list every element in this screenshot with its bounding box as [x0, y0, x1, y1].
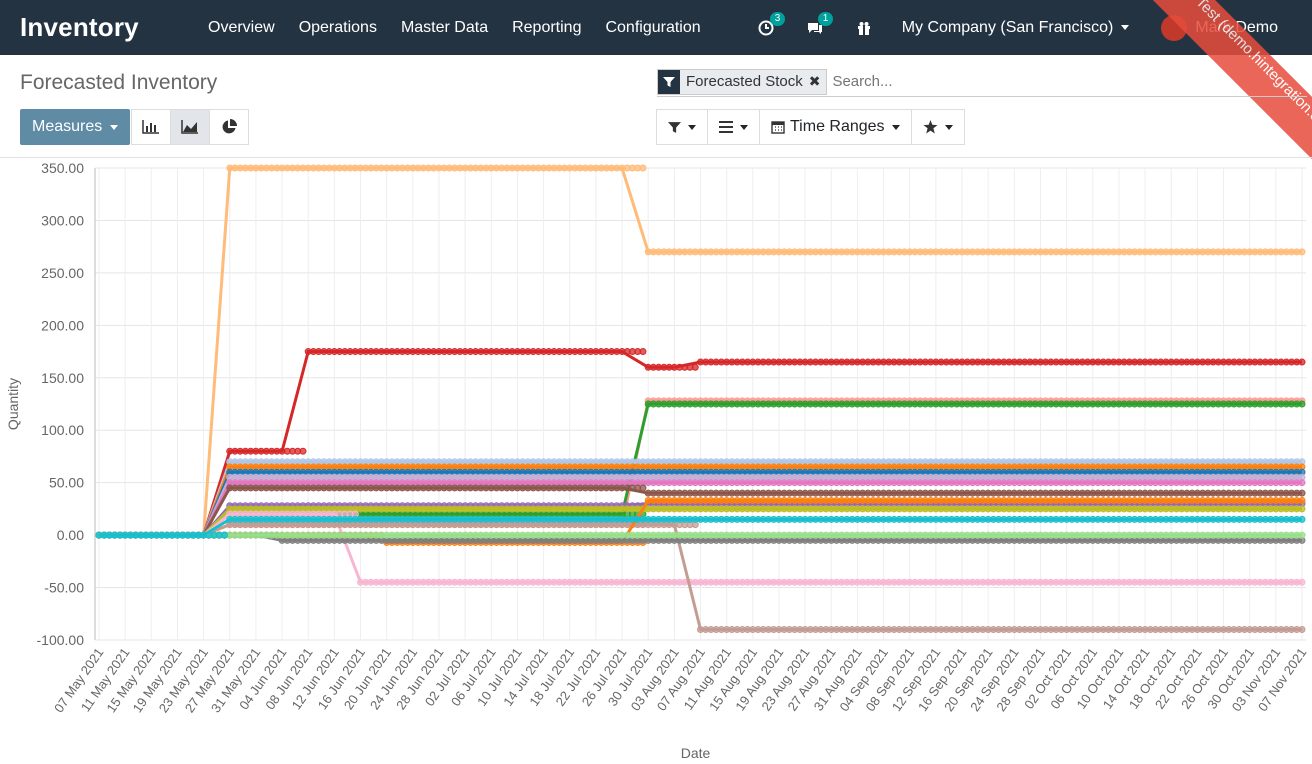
time-ranges-label: Time Ranges — [790, 118, 885, 135]
data-point — [1298, 626, 1306, 634]
area-chart-icon — [181, 120, 198, 134]
comments-icon — [807, 22, 822, 34]
y-tick-label: 0.00 — [57, 527, 84, 543]
search-bar: Forecasted Stock ✖ — [657, 67, 1307, 97]
data-point — [299, 447, 307, 455]
filters-button[interactable] — [656, 109, 708, 145]
data-point — [1298, 578, 1306, 586]
pie-chart-icon — [222, 119, 237, 134]
data-point — [1298, 505, 1306, 513]
y-tick-label: 50.00 — [49, 475, 84, 491]
gift-icon — [857, 21, 870, 35]
search-input[interactable] — [832, 73, 1133, 90]
y-tick-label: 250.00 — [41, 265, 84, 281]
chevron-down-icon — [1121, 25, 1130, 30]
data-point — [1298, 358, 1306, 366]
measures-label: Measures — [32, 118, 103, 135]
series-1[interactable] — [95, 348, 1306, 539]
chevron-down-icon — [891, 124, 900, 130]
menu-configuration[interactable]: Configuration — [605, 18, 701, 36]
search-options-group: Time Ranges — [656, 109, 965, 145]
control-panel: Forecasted Inventory Forecasted Stock ✖ … — [0, 55, 1312, 158]
chart-mode-group — [131, 109, 249, 145]
y-tick-label: -100.00 — [37, 632, 85, 648]
data-point — [639, 484, 647, 492]
chevron-down-icon — [110, 124, 119, 130]
top-navbar: Inventory Overview Operations Master Dat… — [0, 0, 1312, 164]
data-point — [1298, 496, 1306, 504]
data-point — [1298, 248, 1306, 256]
activity-button[interactable]: 3 — [746, 11, 786, 36]
data-point — [639, 164, 647, 172]
data-point — [221, 531, 229, 539]
calendar-plus-icon — [758, 20, 774, 35]
y-tick-label: 300.00 — [41, 212, 84, 228]
data-point — [1298, 515, 1306, 523]
search-facet[interactable]: Forecasted Stock ✖ — [657, 68, 828, 95]
data-point — [1298, 489, 1306, 497]
x-axis-title: Date — [681, 745, 711, 761]
chevron-down-icon — [944, 124, 953, 130]
group-by-button[interactable] — [707, 109, 760, 145]
company-name: My Company (San Francisco) — [901, 18, 1114, 36]
main-menu: Overview Operations Master Data Reportin… — [196, 19, 713, 37]
chevron-down-icon — [688, 124, 696, 130]
menu-operations[interactable]: Operations — [298, 18, 377, 36]
time-ranges-button[interactable]: Time Ranges — [759, 109, 912, 145]
filter-icon — [668, 121, 681, 133]
messages-button[interactable]: 1 — [794, 11, 836, 36]
y-tick-label: 350.00 — [41, 160, 84, 176]
pie-chart-button[interactable] — [209, 109, 249, 145]
messages-badge: 1 — [817, 11, 834, 26]
facet-label: Forecasted Stock — [686, 73, 803, 90]
page-title: Forecasted Inventory — [20, 71, 218, 94]
chevron-down-icon — [740, 124, 748, 130]
menu-reporting[interactable]: Reporting — [512, 18, 582, 36]
y-tick-label: 200.00 — [41, 317, 84, 333]
data-point — [1298, 531, 1306, 539]
star-icon — [923, 120, 938, 134]
y-axis-title: Quantity — [5, 378, 21, 430]
close-icon[interactable]: ✖ — [808, 73, 821, 89]
y-tick-label: -50.00 — [44, 580, 84, 596]
gift-button[interactable] — [844, 20, 884, 36]
y-tick-label: 150.00 — [41, 370, 84, 386]
data-point — [1298, 400, 1306, 408]
calendar-icon — [771, 121, 785, 134]
forecast-line-chart: 350.00 300.00 250.00 200.00 150.00 100.00 50.0… — [5, 160, 1309, 761]
menu-master-data[interactable]: Master Data — [400, 18, 489, 36]
company-switcher[interactable]: My Company (San Francisco) — [890, 19, 1142, 37]
line-chart-button[interactable] — [170, 109, 210, 145]
bar-chart-icon — [142, 120, 159, 134]
measures-button[interactable]: Measures — [20, 109, 131, 145]
activity-badge: 3 — [769, 11, 786, 26]
data-point — [691, 363, 699, 371]
app-name[interactable]: Inventory — [20, 12, 139, 42]
data-point — [1298, 479, 1306, 487]
menu-overview[interactable]: Overview — [208, 18, 275, 36]
data-point — [639, 348, 647, 356]
bars-icon — [719, 121, 733, 133]
favorites-button[interactable] — [910, 109, 965, 145]
bar-chart-button[interactable] — [131, 109, 171, 145]
filter-icon — [658, 69, 680, 94]
series-16[interactable] — [95, 531, 1306, 539]
y-tick-label: 100.00 — [41, 422, 84, 438]
